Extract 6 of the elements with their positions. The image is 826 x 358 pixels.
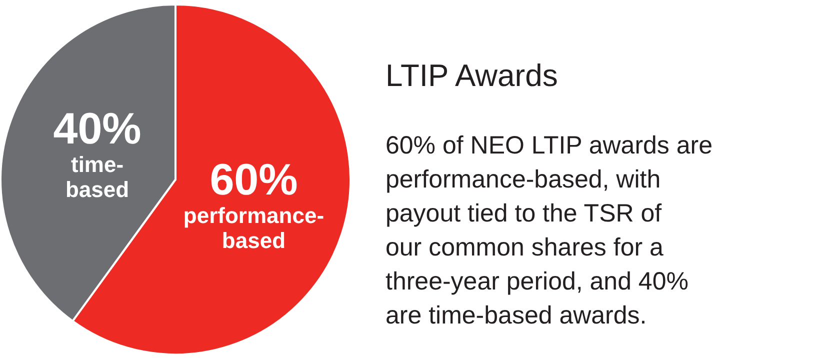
- slice-label: time-based: [65, 152, 130, 202]
- text: 60% of NEO LTIP awards are performance-based, with payout tied to the TSR of our common shares for a three-year period, and 40% are time-based awards.: [386, 132, 713, 330]
- data-label: 60%: [210, 155, 298, 204]
- slice-label: performance-based: [183, 202, 324, 253]
- text: LTIP Awards: [386, 58, 558, 93]
- data-label: 40%: [53, 104, 142, 154]
